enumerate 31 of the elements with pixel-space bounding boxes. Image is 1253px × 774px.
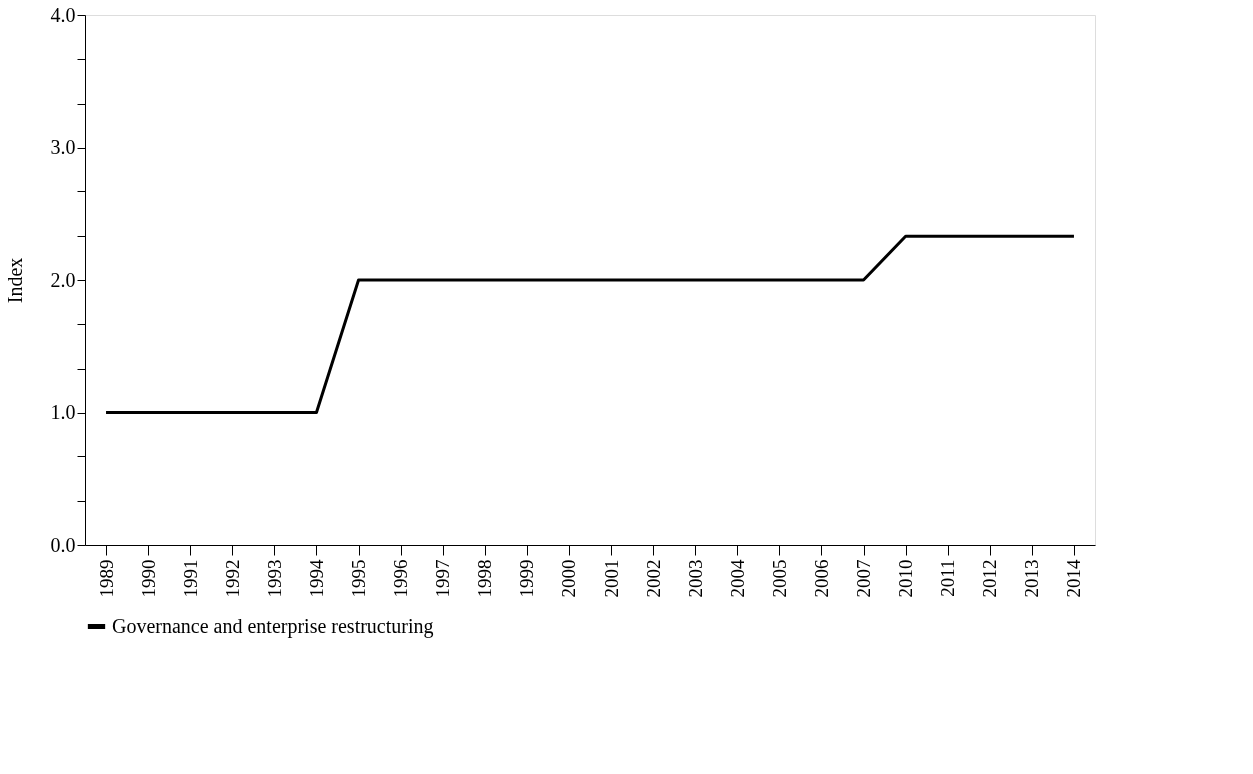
y-axis-title: Index [3, 257, 26, 304]
x-tick-label: 1989 [95, 559, 117, 598]
x-tick-label: 2013 [1021, 559, 1043, 598]
y-tick-label: 1.0 [50, 401, 76, 423]
x-tick-label: 1999 [516, 559, 538, 598]
x-tick-label: 2001 [600, 559, 622, 598]
x-tick-label: 2005 [768, 559, 790, 598]
x-tick-label: 1997 [432, 559, 454, 598]
x-tick-label: 2006 [810, 559, 832, 598]
x-tick-label: 2003 [684, 559, 706, 598]
x-tick-label: 2012 [979, 559, 1001, 598]
legend-label: Governance and enterprise restructuring [112, 614, 434, 638]
x-tick-label: 2010 [895, 559, 917, 598]
x-tick-label: 1993 [263, 559, 285, 598]
x-tick-label: 2007 [853, 559, 875, 598]
x-tick-label: 1990 [137, 559, 159, 598]
x-tick-label: 1992 [221, 559, 243, 598]
y-tick-label: 0.0 [50, 533, 76, 556]
x-tick-label: 2014 [1063, 559, 1085, 598]
x-tick-label: 1998 [474, 559, 496, 598]
y-tick-label: 2.0 [50, 268, 76, 291]
x-tick-label: 2004 [726, 559, 748, 598]
x-tick-label: 1991 [179, 559, 201, 598]
x-tick-label: 1995 [348, 559, 370, 598]
y-tick-label: 3.0 [50, 136, 76, 158]
x-tick-label: 1994 [305, 559, 327, 598]
x-tick-label: 2000 [558, 559, 580, 598]
x-tick-label: 2002 [642, 559, 664, 598]
x-tick-label: 1996 [390, 559, 412, 598]
y-tick-label: 4.0 [50, 3, 76, 26]
x-tick-label: 2011 [937, 559, 959, 597]
